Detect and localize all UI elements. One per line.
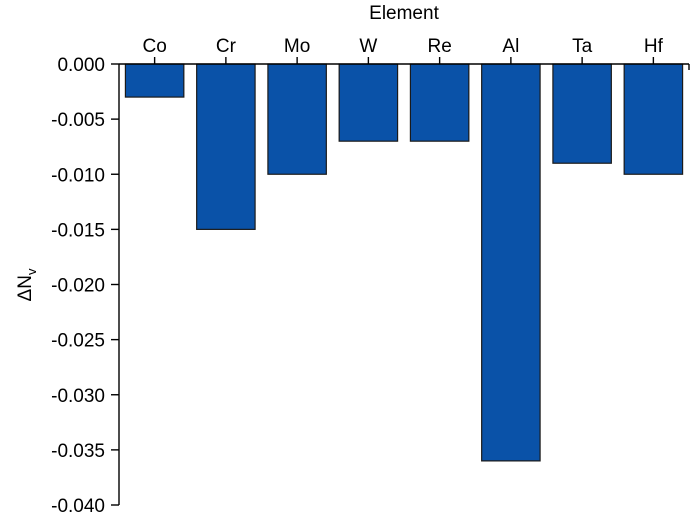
bar-mo (267, 63, 327, 175)
bar-co (124, 63, 185, 98)
category-label-co: Co (142, 36, 166, 57)
y-axis-title: ΔNv (15, 268, 39, 301)
bar-re (409, 63, 470, 142)
y-tick-label: -0.025 (51, 331, 105, 352)
y-tick-label: -0.035 (51, 441, 105, 462)
bar-al (481, 63, 541, 462)
x-axis-title: Element (369, 3, 439, 24)
bar-ta (552, 63, 612, 164)
category-label-cr: Cr (216, 36, 237, 57)
y-tick-label: -0.015 (51, 220, 105, 241)
category-label-hf: Hf (644, 36, 664, 57)
y-axis: 0.000 -0.005 -0.010 -0.015 -0.020 -0.025 -0.03… (51, 55, 119, 517)
bar-cr (196, 63, 256, 230)
x-axis-categories: Co Cr Mo W Re Al Ta Hf (142, 36, 664, 64)
bar-hf (623, 63, 684, 175)
category-label-mo: Mo (284, 36, 310, 57)
bar-w (338, 63, 399, 142)
category-label-re: Re (427, 36, 451, 57)
y-tick-label: -0.005 (51, 110, 105, 131)
y-tick-label: -0.030 (51, 386, 105, 407)
category-label-w: W (359, 36, 377, 57)
category-label-al: Al (502, 36, 519, 57)
y-tick-label: -0.020 (51, 276, 105, 297)
y-tick-label: -0.040 (51, 496, 105, 517)
category-label-ta: Ta (572, 36, 593, 57)
bars (124, 63, 684, 462)
y-tick-label: -0.010 (51, 165, 105, 186)
y-tick-label: 0.000 (57, 55, 105, 76)
